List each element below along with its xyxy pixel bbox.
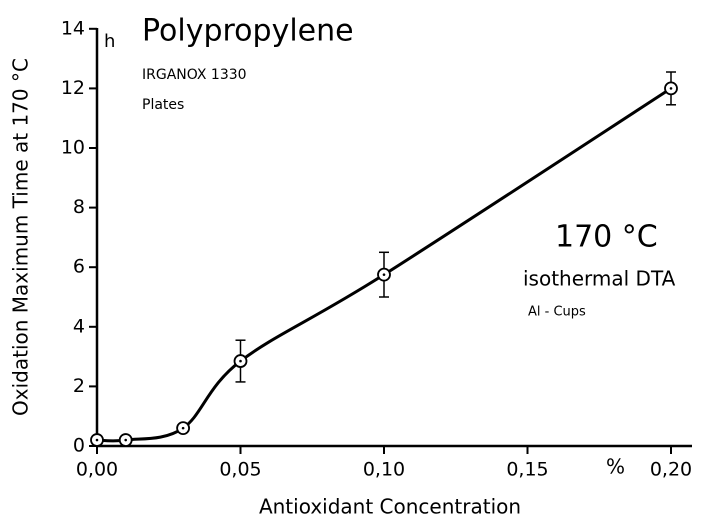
- y-tick-label: 14: [61, 17, 85, 39]
- x-axis-label: Antioxidant Concentration: [259, 495, 521, 519]
- marker-dot: [181, 426, 185, 430]
- subtitle: IRGANOX 1330: [142, 67, 247, 83]
- x-tick-label: 0,05: [219, 459, 261, 481]
- marker-dot: [669, 87, 673, 90]
- x-tick-label: 0,15: [506, 459, 548, 481]
- marker-dot: [124, 438, 127, 442]
- chart-title: Polypropylene: [142, 14, 354, 49]
- annotation: 170 °C: [555, 220, 658, 255]
- annotation: Al - Cups: [528, 305, 586, 320]
- y-tick-label: 6: [73, 256, 85, 278]
- annotation: isothermal DTA: [523, 267, 676, 291]
- y-unit: h: [104, 31, 115, 52]
- y-tick-label: 0: [73, 435, 85, 457]
- x-tick-label: 0,20: [650, 459, 692, 481]
- y-tick-label: 10: [61, 137, 85, 159]
- y-tick-label: 12: [61, 77, 85, 99]
- x-unit: %: [606, 455, 625, 479]
- x-tick-label: 0,00: [76, 459, 118, 481]
- y-tick-label: 4: [73, 315, 85, 337]
- x-tick-label: 0,10: [363, 459, 405, 481]
- marker-dot: [95, 438, 99, 442]
- y-axis-label: Oxidation Maximum Time at 170 °C: [9, 58, 33, 416]
- marker-dot: [239, 359, 242, 363]
- y-tick-label: 8: [73, 196, 85, 218]
- annotation: Plates: [142, 97, 184, 113]
- marker-dot: [382, 273, 386, 276]
- y-tick-label: 2: [73, 375, 85, 397]
